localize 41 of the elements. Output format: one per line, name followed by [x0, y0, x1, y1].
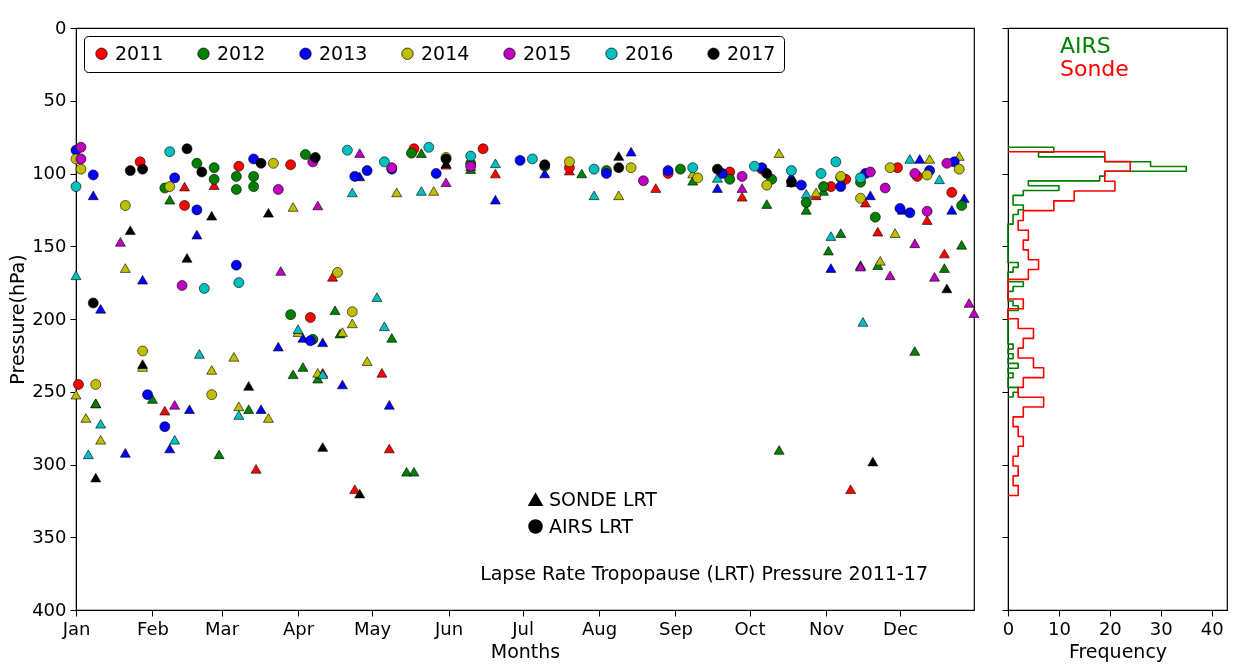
y-tick-label: 400	[32, 598, 67, 620]
annotation: Lapse Rate Tropopause (LRT) Pressure 2011-17	[480, 562, 928, 584]
x-tick-label: Mar	[205, 617, 240, 639]
legend-label: 2014	[421, 41, 470, 64]
x-tick-label: Jun	[433, 617, 464, 639]
y-tick-label: 150	[32, 234, 67, 256]
x-axis-title: Months	[490, 639, 561, 662]
x-tick-label: 0	[1002, 617, 1015, 639]
legend-label: 2015	[523, 41, 572, 64]
legend-label: 2013	[319, 41, 368, 64]
x-tick-label: Nov	[808, 617, 845, 639]
y-tick-label: 200	[32, 307, 67, 329]
x-tick-label: 30	[1149, 617, 1173, 639]
y-tick-label: 50	[43, 89, 67, 111]
y-axis-title: Pressure(hPa)	[6, 254, 29, 385]
annotation: SONDE LRT	[549, 487, 658, 510]
legend-label: 2011	[115, 41, 164, 64]
text: AIRS	[1060, 33, 1111, 58]
x-tick-label: Jul	[511, 617, 534, 639]
x-axis-title: Frequency	[1068, 639, 1168, 662]
legend-label: 2016	[625, 41, 674, 64]
x-tick-label: Dec	[883, 617, 918, 639]
annotation: AIRS LRT	[549, 514, 634, 537]
x-tick-label: Feb	[137, 617, 169, 639]
y-tick-label: 100	[32, 162, 67, 183]
x-tick-label: 40	[1200, 617, 1224, 639]
y-tick-label: 350	[32, 525, 67, 547]
y-tick-label: 300	[32, 453, 67, 474]
legend-label: 2017	[727, 41, 776, 64]
legend-label: 2012	[217, 41, 266, 64]
x-tick-label: Aug	[581, 617, 618, 639]
y-tick-label: 0	[55, 16, 67, 38]
x-tick-label: Apr	[282, 617, 315, 639]
x-tick-label: 20	[1098, 617, 1122, 639]
x-tick-label: Sep	[659, 617, 693, 639]
x-tick-label: Jan	[61, 617, 91, 639]
x-tick-label: May	[353, 617, 392, 639]
text: Sonde	[1060, 56, 1129, 81]
x-tick-label: 10	[1047, 617, 1071, 639]
y-tick-label: 250	[32, 380, 67, 402]
x-tick-label: Oct	[734, 617, 766, 639]
